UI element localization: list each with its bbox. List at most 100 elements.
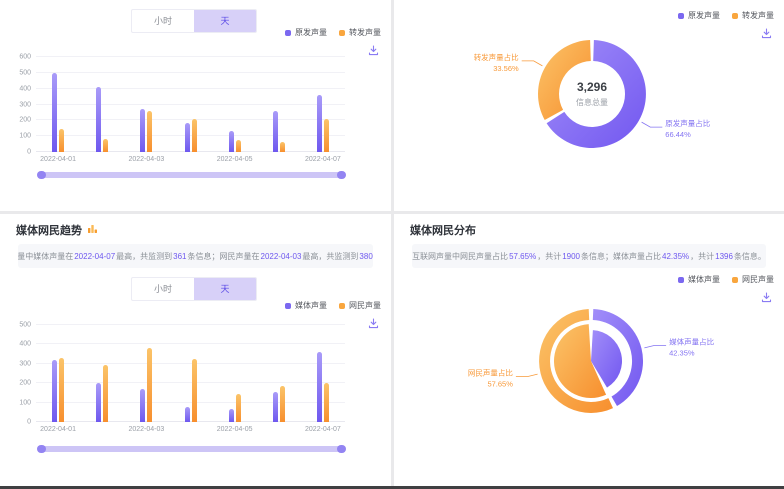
pie-slice-转发声量[interactable] xyxy=(538,40,591,120)
pie-label-line xyxy=(641,121,663,128)
tab-hour[interactable]: 小时 xyxy=(153,284,172,294)
legend-item-原发声量[interactable]: 原发声量 xyxy=(285,27,327,38)
panel-title-text: 媒体网民趋势 xyxy=(16,225,82,237)
legend-label: 网民声量 xyxy=(742,275,774,284)
bar-group-2022-04-04 xyxy=(184,57,197,152)
download-icon[interactable] xyxy=(368,43,379,56)
gridline xyxy=(36,421,345,422)
info-highlight: 380 xyxy=(359,251,373,261)
gridline xyxy=(36,87,345,89)
gridline xyxy=(36,401,345,403)
pie-slice-inner-媒体声量[interactable] xyxy=(591,330,623,388)
legend-label: 媒体声量 xyxy=(295,301,327,310)
pie-label-line xyxy=(644,345,667,349)
download-icon[interactable] xyxy=(368,316,379,329)
pie-label-name: 网民声量占比 xyxy=(468,368,513,378)
panel-media-trend: 媒体网民趋势 互联网声量中媒体声量在2022-04-07最高，共监测到361条信… xyxy=(0,214,391,486)
download-icon[interactable] xyxy=(761,290,772,303)
info-text: 互联网声量中网民声量占比 xyxy=(412,251,509,261)
legend-item-转发声量[interactable]: 转发声量 xyxy=(339,27,381,38)
bar-媒体声量 xyxy=(52,359,58,422)
legend-item-原发声量[interactable]: 原发声量 xyxy=(678,10,720,21)
pie-label-name: 媒体声量占比 xyxy=(669,337,714,347)
donut-chart-origin[interactable]: 原发声量占比 66.44% 转发声量占比 33.56% 3,296 信息总量 xyxy=(394,0,784,211)
bar-转发声量 xyxy=(191,119,197,152)
pie-slice-ring-网民声量[interactable] xyxy=(539,309,613,413)
bar-group-2022-04-04 xyxy=(184,325,197,422)
legend-label: 转发声量 xyxy=(349,28,381,37)
gridline xyxy=(36,71,345,73)
datazoom-handle-right[interactable] xyxy=(337,171,346,179)
bar-group-2022-04-03 xyxy=(140,325,153,422)
pie-label-line xyxy=(515,373,538,377)
tab-day[interactable]: 天 xyxy=(194,10,256,32)
tab-hour[interactable]: 小时 xyxy=(153,16,172,26)
bar-媒体声量 xyxy=(228,409,234,422)
datazoom-handle-right[interactable] xyxy=(337,445,346,453)
bar-网民声量 xyxy=(323,383,329,422)
bar-媒体声量 xyxy=(316,352,322,422)
panel-title-text: 媒体网民分布 xyxy=(410,225,476,237)
bar-group-2022-04-06 xyxy=(272,57,285,152)
bar-媒体声量 xyxy=(140,389,146,422)
info-highlight: 2022-04-03 xyxy=(260,251,302,261)
bar-转发声量 xyxy=(103,139,109,152)
datazoom-handle-left[interactable] xyxy=(37,171,46,179)
datazoom-slider[interactable] xyxy=(37,445,346,453)
legend-item-网民声量[interactable]: 网民声量 xyxy=(339,300,381,311)
panel-origin-trend: 小时 天 原发声量 转发声量 0 100 200 300 400 500 600 2022-04-… xyxy=(0,0,391,211)
x-axis-tick: 2022-04-07 xyxy=(305,426,341,433)
y-axis-tick: 300 xyxy=(19,101,31,108)
info-highlight: 361 xyxy=(173,251,187,261)
bar-group-2022-04-01 xyxy=(52,57,65,152)
info-bar: 互联网声量中网民声量占比 57.65% ，共计 1900 条信息；媒体声量占比 42.35… xyxy=(412,244,766,268)
legend-item-媒体声量[interactable]: 媒体声量 xyxy=(285,300,327,311)
pie-slice-原发声量[interactable] xyxy=(546,40,646,148)
legend-label: 媒体声量 xyxy=(688,275,720,284)
bar-group-2022-04-02 xyxy=(96,57,109,152)
bar-group-2022-04-03 xyxy=(140,57,153,152)
y-axis-tick: 400 xyxy=(19,85,31,93)
legend-item-网民声量[interactable]: 网民声量 xyxy=(732,274,774,285)
datazoom-slider[interactable] xyxy=(37,171,346,179)
info-text: 互联网声量中媒体声量在 xyxy=(18,251,74,261)
pie-label-line xyxy=(521,60,543,67)
y-axis-tick: 100 xyxy=(19,399,31,407)
donut-center-label: 信息总量 xyxy=(576,97,608,107)
bar-group-2022-04-07 xyxy=(316,57,329,152)
x-axis-tick: 2022-04-05 xyxy=(216,426,253,433)
y-axis-tick: 500 xyxy=(19,69,31,77)
gridline xyxy=(36,362,345,364)
legend-item-媒体声量[interactable]: 媒体声量 xyxy=(678,274,720,285)
time-tab-group[interactable]: 小时 天 xyxy=(131,277,257,301)
pie-slice-inner-网民声量[interactable] xyxy=(553,324,607,399)
download-icon[interactable] xyxy=(761,26,772,39)
rose-chart-media[interactable]: 媒体声量占比 42.35% 网民声量占比 57.65% xyxy=(394,214,784,486)
y-axis-tick: 200 xyxy=(19,116,31,124)
y-axis-tick: 200 xyxy=(19,379,31,387)
info-text: 条信息。 xyxy=(733,251,766,261)
legend-dot xyxy=(339,29,345,36)
time-tab-group[interactable]: 小时 天 xyxy=(131,9,257,33)
bar-原发声量 xyxy=(228,131,234,152)
datazoom-handle-left[interactable] xyxy=(37,445,46,453)
bar-网民声量 xyxy=(279,386,285,422)
legend-dot xyxy=(732,12,738,19)
info-text: ，共计 xyxy=(537,251,562,261)
bar-group-2022-04-05 xyxy=(228,57,241,152)
y-axis-tick: 0 xyxy=(27,148,31,156)
bar-原发声量 xyxy=(272,110,278,152)
legend-dot xyxy=(285,29,291,36)
y-axis-tick: 400 xyxy=(19,340,31,348)
bar-媒体声量 xyxy=(272,391,278,422)
legend-item-转发声量[interactable]: 转发声量 xyxy=(732,10,774,21)
gridline xyxy=(36,119,345,121)
bar-group-2022-04-07 xyxy=(316,325,329,422)
legend-dot xyxy=(732,276,738,283)
info-text: 最高，共监测到 xyxy=(116,251,173,261)
panel-title: 媒体网民分布 xyxy=(410,222,476,238)
legend-dot xyxy=(678,12,684,19)
donut-center-value: 3,296 xyxy=(577,80,607,94)
tab-day[interactable]: 天 xyxy=(194,278,256,300)
pie-slice-ring-媒体声量[interactable] xyxy=(592,309,644,406)
